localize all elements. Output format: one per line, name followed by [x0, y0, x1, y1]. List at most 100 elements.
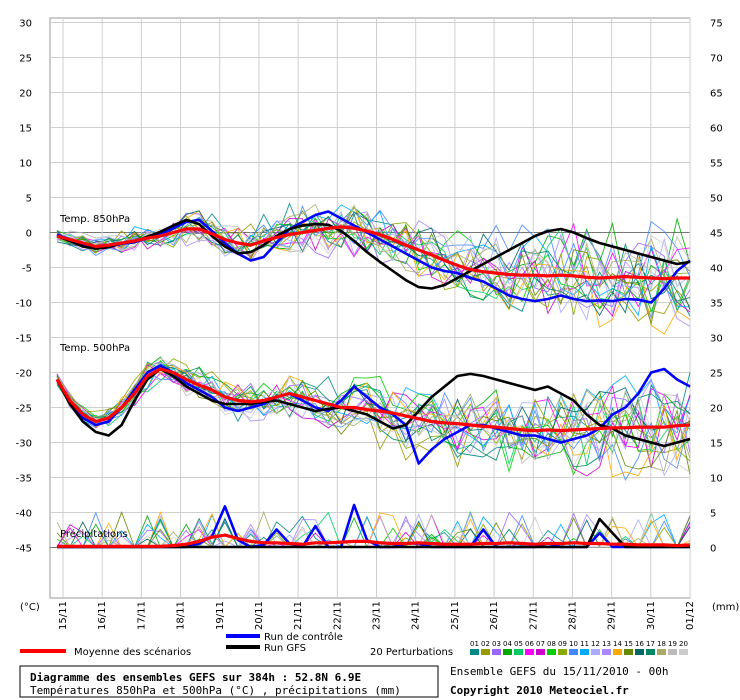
right-tick-label: 45: [710, 229, 723, 240]
legend-control-label: Run de contrôle: [264, 631, 343, 643]
left-tick-label: -30: [16, 439, 32, 450]
x-tick-label: 28/11: [567, 601, 578, 630]
perturbation-swatch: [657, 649, 666, 655]
right-tick-label: 20: [710, 404, 723, 415]
legend-gfs-label: Run GFS: [264, 643, 306, 654]
perturbation-id: 08: [547, 640, 556, 648]
left-tick-label: -5: [22, 264, 32, 275]
x-tick-label: 25/11: [450, 601, 461, 630]
left-tick-label: -35: [16, 474, 32, 485]
x-tick-label: 15/11: [58, 601, 69, 630]
perturbation-id: 18: [657, 640, 666, 648]
series-line-t850: [56, 218, 691, 290]
perturbation-line: [56, 357, 691, 473]
perturbation-swatch: [536, 649, 545, 655]
left-tick-label: -20: [16, 369, 32, 380]
perturbation-swatch: [635, 649, 644, 655]
perturbation-swatch: [514, 649, 523, 655]
perturbation-id: 14: [613, 640, 622, 648]
perturbation-id: 12: [591, 640, 600, 648]
perturbation-id: 02: [481, 640, 490, 648]
perturbation-swatch: [668, 649, 677, 655]
perturbation-id: 07: [536, 640, 545, 648]
left-tick-label: 15: [19, 124, 32, 135]
perturbation-swatch: [613, 649, 622, 655]
perturbation-id: 19: [668, 640, 677, 648]
perturbation-id: 13: [602, 640, 611, 648]
perturbation-swatch: [569, 649, 578, 655]
footer-box: [19, 665, 439, 698]
footer-title: Diagramme des ensembles GEFS sur 384h : …: [30, 671, 361, 684]
series-line-t850: [56, 210, 691, 304]
perturbation-swatch: [591, 649, 600, 655]
x-tick-label: 24/11: [411, 601, 422, 630]
perturbation-line: [56, 204, 691, 315]
x-axis: 15/11 16/11 17/11 18/11 19/11 20/11 21/11 22/11…: [58, 601, 696, 630]
footer-subtitle: Températures 850hPa et 500hPa (°C) , pré…: [30, 684, 401, 697]
left-tick-label: 5: [26, 194, 32, 205]
left-tick-label: 25: [19, 54, 32, 65]
perturbation-line: [56, 372, 691, 465]
perturbation-swatch: [558, 649, 567, 655]
left-axis: 30 25 20 15 10 5 0 -5 -10 -15 -20 -25 -30 -35 -40 -45: [16, 19, 32, 555]
right-tick-label: 25: [710, 369, 723, 380]
right-tick-label: 15: [710, 439, 723, 450]
right-tick-label: 0: [710, 544, 716, 555]
series-line-t850: [56, 225, 690, 281]
perturbation-swatch: [492, 649, 501, 655]
left-tick-label: -25: [16, 404, 32, 415]
perturbation-swatch: [525, 649, 534, 655]
x-tick-label: 18/11: [176, 601, 187, 630]
perturbation-line: [56, 367, 691, 466]
perturbation-id: 06: [525, 640, 534, 648]
perturbation-id: 09: [558, 640, 567, 648]
left-tick-label: -15: [16, 334, 32, 345]
x-tick-label: 01/12: [685, 601, 696, 630]
left-unit-label: (°C): [20, 602, 40, 613]
perturbation-line: [56, 365, 691, 478]
series-line-t500: [55, 367, 691, 433]
legend-mean-label: Moyenne des scénarios: [74, 646, 191, 658]
perturbation-id: 20: [679, 640, 688, 648]
left-tick-label: 20: [19, 89, 32, 100]
panel-label-precip: Précipitations: [60, 528, 128, 540]
perturbation-id: 10: [569, 640, 578, 648]
right-tick-label: 55: [710, 159, 723, 170]
perturbation-id: 11: [580, 640, 589, 648]
perturbation-id: 04: [503, 640, 512, 648]
left-tick-label: -40: [16, 509, 32, 520]
perturbation-swatch: [679, 649, 688, 655]
right-tick-label: 5: [710, 509, 716, 520]
right-tick-label: 40: [710, 264, 723, 275]
right-tick-label: 70: [710, 54, 723, 65]
right-unit-label: (mm): [712, 602, 739, 613]
footer-run-info: Ensemble GEFS du 15/11/2010 - 00h: [450, 665, 669, 678]
right-tick-label: 75: [710, 19, 723, 30]
grid: [49, 17, 691, 599]
perturbation-id: 16: [635, 640, 644, 648]
x-tick-label: 23/11: [372, 601, 383, 630]
x-tick-label: 17/11: [136, 601, 147, 630]
left-tick-label: -10: [16, 299, 32, 310]
x-tick-label: 22/11: [332, 601, 343, 630]
perturbation-id: 15: [624, 640, 633, 648]
perturbation-id: 03: [492, 640, 501, 648]
right-tick-label: 65: [710, 89, 723, 100]
perturbation-swatch: [580, 649, 589, 655]
panel-label-t500: Temp. 500hPa: [59, 343, 130, 354]
legend-perturbations-label: 20 Perturbations: [370, 647, 453, 658]
series-line-precip: [57, 533, 691, 548]
main-series-lines: [55, 210, 691, 549]
perturbation-swatch: [547, 649, 556, 655]
perturbation-swatch: [470, 649, 479, 655]
right-tick-label: 30: [710, 334, 723, 345]
perturbation-legend: 01 02 03 04 05 06 07 08 09 10 11 12 13 14 15 16 17 18 19 20: [470, 640, 688, 655]
perturbation-swatch: [624, 649, 633, 655]
perturbation-swatch: [503, 649, 512, 655]
left-tick-label: 30: [19, 19, 32, 30]
x-tick-label: 30/11: [646, 601, 657, 630]
perturbation-id: 17: [646, 640, 655, 648]
x-tick-label: 26/11: [489, 601, 500, 630]
